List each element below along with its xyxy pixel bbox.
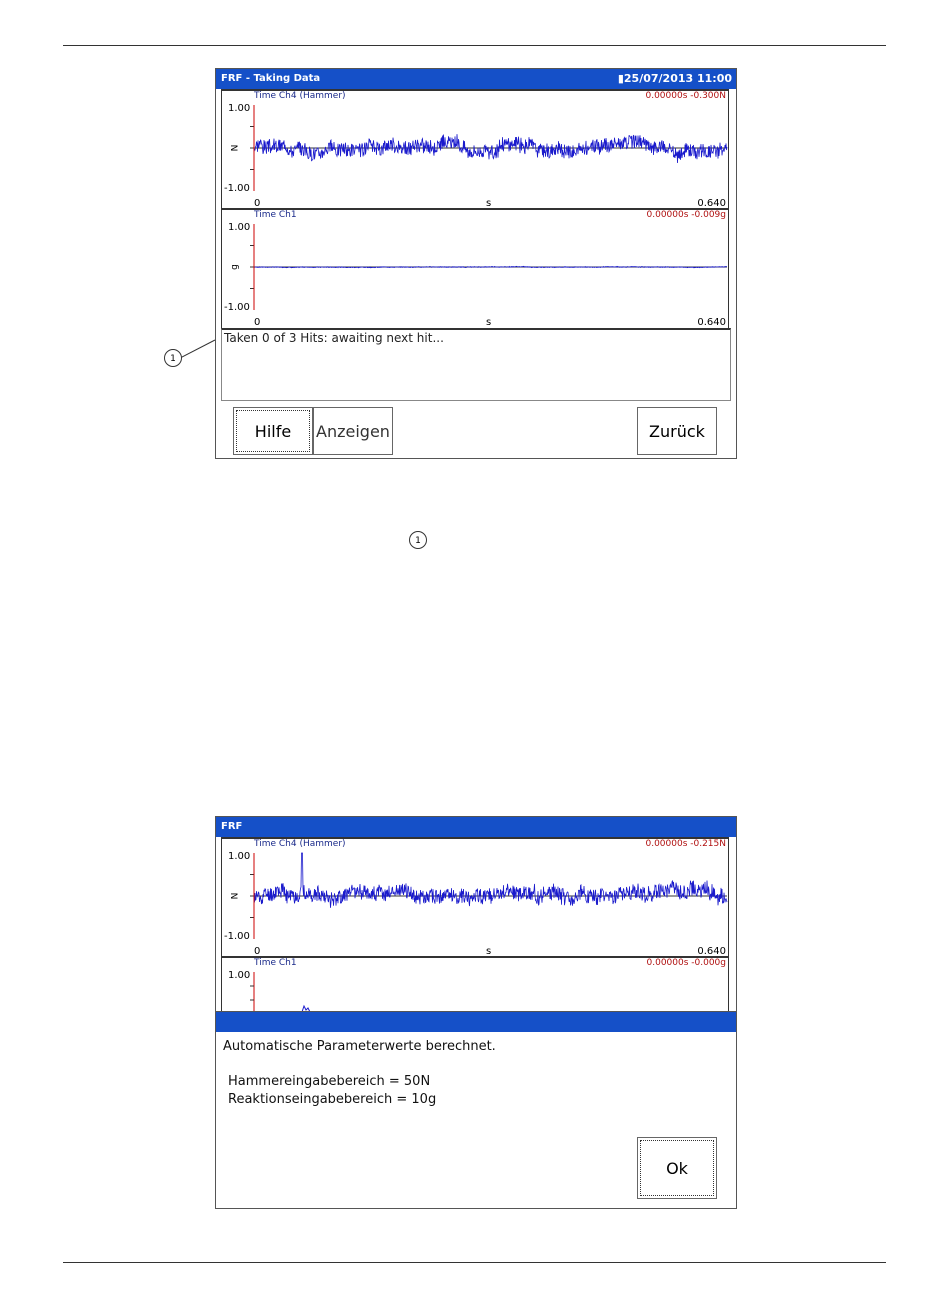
y-min-label: -1.00 [224, 931, 250, 942]
y-unit-label: N [230, 892, 241, 900]
screenshot-frf-dialog: FRF Time Ch4 (Hammer) 0.00000s -0.215N 1… [215, 816, 737, 1209]
waveform-ch1 [250, 972, 311, 1018]
legend-callout-marker: 1 [409, 531, 427, 549]
datetime: 25/07/2013 11:00 [623, 72, 732, 85]
y-min-label: -1.00 [224, 183, 250, 194]
plot-ch1[interactable]: Time Ch1 0.00000s -0.009g 1.00 g -1.00 0… [221, 208, 729, 329]
signal-trace [253, 852, 728, 908]
cursor-readout: 0.00000s -0.009g [646, 210, 727, 220]
x-unit-label: s [486, 946, 492, 957]
screenshot-taking-data: FRF - Taking Data ▮25/07/2013 11:00 Time… [215, 68, 737, 459]
hammer-range: Hammereingabebereich = 50N [228, 1074, 431, 1089]
plot-title: Time Ch4 (Hammer) [254, 839, 346, 849]
parameter-dialog: Automatische Parameterwerte berechnet. H… [215, 1011, 737, 1209]
status-text-area: Taken 0 of 3 Hits: awaiting next hit... [221, 328, 731, 401]
waveform-ch4 [250, 852, 728, 939]
cursor-readout: 0.00000s -0.215N [645, 839, 726, 849]
x-unit-label: s [486, 198, 492, 209]
footer-rule [63, 1262, 886, 1263]
y-max-label: 1.00 [228, 103, 251, 114]
plot-title: Time Ch1 [254, 210, 297, 220]
y-max-label: 1.00 [228, 222, 251, 233]
x-max-label: 0.640 [697, 198, 726, 209]
plot-ch4-hammer[interactable]: Time Ch4 (Hammer) 0.00000s -0.300N 1.00 … [221, 89, 729, 210]
x-max-label: 0.640 [697, 946, 726, 957]
cursor-readout: 0.00000s -0.000g [646, 958, 727, 968]
cursor-readout: 0.00000s -0.300N [645, 91, 726, 101]
header-rule [63, 45, 886, 46]
plot-ch1[interactable]: Time Ch1 0.00000s -0.000g 1.00 [221, 956, 729, 1018]
waveform-ch4 [250, 105, 728, 191]
y-max-label: 1.00 [228, 851, 251, 862]
battery-plug-icon: ▮ [617, 72, 624, 85]
callout-leader-line [180, 339, 216, 359]
x-min-label: 0 [254, 317, 261, 328]
dialog-message: Automatische Parameterwerte berechnet. [223, 1039, 496, 1054]
x-unit-label: s [486, 317, 492, 328]
y-unit-label: g [229, 264, 240, 270]
x-min-label: 0 [254, 198, 261, 209]
signal-trace [253, 265, 727, 269]
help-button[interactable]: Hilfe [233, 407, 313, 455]
plot-title: Time Ch1 [254, 958, 297, 968]
y-max-label: 1.00 [228, 970, 251, 981]
y-unit-label: N [230, 144, 241, 152]
title-bar: FRF [216, 817, 736, 837]
y-min-label: -1.00 [224, 302, 250, 313]
dialog-title-bar [216, 1012, 736, 1032]
callout-marker: 1 [164, 349, 182, 367]
waveform-ch1 [250, 224, 727, 310]
plot-title: Time Ch4 (Hammer) [254, 91, 346, 101]
show-button[interactable]: Anzeigen [313, 407, 393, 455]
plot-ch4-hammer[interactable]: Time Ch4 (Hammer) 0.00000s -0.215N 1.00 … [221, 837, 729, 958]
x-max-label: 0.640 [697, 317, 726, 328]
window-title: FRF [221, 821, 243, 832]
back-button[interactable]: Zurück [637, 407, 717, 455]
ok-button[interactable]: Ok [637, 1137, 717, 1199]
x-min-label: 0 [254, 946, 261, 957]
status-text: Taken 0 of 3 Hits: awaiting next hit... [224, 331, 444, 345]
response-range: Reaktionseingabebereich = 10g [228, 1092, 437, 1107]
signal-trace [253, 134, 728, 164]
window-title: FRF - Taking Data [221, 73, 321, 84]
title-bar: FRF - Taking Data ▮25/07/2013 11:00 [216, 69, 736, 89]
